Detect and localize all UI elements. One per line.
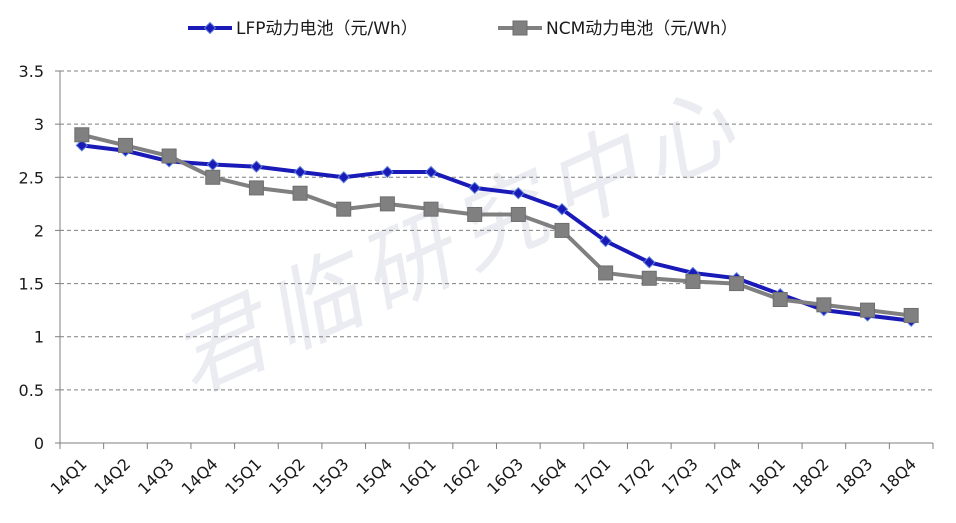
- y-tick-label: 1.5: [19, 275, 44, 294]
- data-point-ncm: [772, 292, 788, 308]
- watermark-group: 君临研究中心: [156, 68, 759, 415]
- series-line-1: [81, 143, 912, 323]
- data-point-ncm: [860, 302, 876, 318]
- x-tick-label: 18Q1: [745, 454, 789, 498]
- data-point-ncm: [641, 270, 657, 286]
- data-point-lfp: [250, 160, 263, 173]
- watermark-text: 君临研究中心: [156, 68, 759, 415]
- y-tick-label: 2: [34, 221, 44, 240]
- x-tick-label: 18Q2: [789, 454, 833, 498]
- x-tick-label: 15Q4: [352, 454, 396, 498]
- x-tick-label: 16Q4: [527, 454, 571, 498]
- x-tick-label: 15Q2: [265, 454, 309, 498]
- y-tick-label: 3: [34, 115, 44, 134]
- x-tick-label: 17Q3: [658, 454, 702, 498]
- x-tick-label: 17Q1: [571, 454, 615, 498]
- y-tick-label: 0.5: [19, 381, 44, 400]
- data-point-ncm: [423, 201, 439, 217]
- y-tick-label: 1: [34, 328, 44, 347]
- x-tick-label: 15Q3: [309, 454, 353, 498]
- x-tick-label: 18Q3: [832, 454, 876, 498]
- legend-marker-diamond: [203, 21, 217, 35]
- y-tick-label: 2.5: [19, 168, 44, 187]
- x-tick-label: 15Q1: [221, 454, 265, 498]
- data-point-ncm: [117, 137, 133, 153]
- data-point-lfp: [75, 139, 89, 152]
- legend-label-1: LFP动力电池（元/Wh）: [236, 19, 418, 39]
- data-point-lfp: [381, 165, 394, 179]
- legend-label-2: NCM动力电池（元/Wh）: [546, 19, 738, 39]
- x-tick-label: 14Q3: [134, 454, 178, 498]
- data-point-ncm: [74, 127, 90, 143]
- data-point-ncm: [248, 180, 264, 196]
- x-tick-label: 17Q2: [614, 454, 658, 498]
- data-point-lfp: [337, 171, 350, 184]
- data-point-ncm: [379, 196, 395, 212]
- data-point-lfp: [512, 187, 525, 200]
- series-group: [74, 127, 919, 327]
- data-point-lfp: [424, 165, 438, 179]
- data-point-ncm: [685, 273, 701, 289]
- data-point-ncm: [292, 185, 308, 201]
- x-tick-label: 14Q1: [47, 454, 91, 498]
- x-tick-label: 16Q3: [483, 454, 527, 498]
- data-point-lfp: [293, 165, 307, 179]
- x-tick-label: 16Q1: [396, 454, 440, 498]
- x-tick-label: 14Q2: [90, 454, 134, 498]
- data-point-ncm: [205, 169, 221, 185]
- legend: LFP动力电池（元/Wh） NCM动力电池（元/Wh）: [188, 19, 738, 39]
- data-point-ncm: [729, 276, 745, 292]
- data-point-lfp: [555, 202, 569, 216]
- x-tick-labels: 14Q1 14Q2 14Q3 14Q4 15Q1 15Q2 15Q3 15Q4 16Q1 16Q2…: [47, 454, 920, 498]
- data-point-lfp: [468, 181, 481, 195]
- x-tick-label: 17Q4: [701, 454, 745, 498]
- y-tick-labels: 0 0.5 1 1.5 2 2.5 3 3.5: [19, 62, 44, 453]
- data-point-ncm: [903, 307, 919, 323]
- y-tick-label: 3.5: [19, 62, 44, 81]
- data-point-ncm: [510, 206, 526, 222]
- data-point-ncm: [161, 148, 177, 164]
- x-tick-label: 18Q4: [876, 454, 920, 498]
- data-point-ncm: [598, 265, 614, 281]
- legend-marker-square: [512, 20, 528, 36]
- data-point-ncm: [336, 201, 352, 217]
- x-tick-label: 14Q4: [178, 454, 222, 498]
- data-point-ncm: [554, 222, 570, 238]
- data-point-ncm: [467, 206, 483, 222]
- data-point-ncm: [816, 297, 832, 313]
- data-point-lfp: [599, 234, 612, 248]
- gridlines: [60, 70, 933, 391]
- data-point-lfp: [643, 256, 656, 269]
- y-tick-label: 0: [34, 434, 44, 453]
- axes: [55, 70, 934, 449]
- x-tick-label: 16Q2: [440, 454, 484, 498]
- data-point-lfp: [206, 158, 219, 171]
